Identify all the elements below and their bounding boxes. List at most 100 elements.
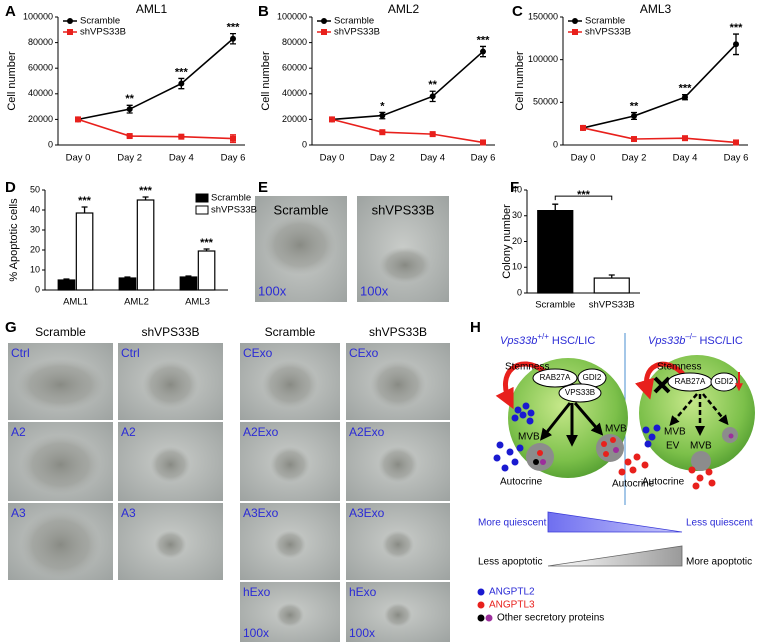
y-axis-label: Colony number [501,204,513,279]
significance: ** [630,100,639,112]
bar [197,250,216,291]
legend-dot [477,601,485,609]
image-label: A2 [11,425,26,439]
legend-label: Scramble [334,16,374,27]
panel-letter: E [258,179,268,196]
significance: *** [679,83,693,95]
chart-title: AML2 [388,2,420,16]
y-tick-label: 0 [35,284,40,294]
bar [136,199,155,291]
column-header: Scramble [35,325,86,339]
apoptosis-wedge [547,545,683,567]
chart-title: AML1 [136,2,168,16]
x-tick-label: Day 4 [169,153,194,164]
image-label: A3 [121,506,136,520]
legend-marker [321,18,327,24]
diagram-title: Vps33b+/+ HSC/LIC [500,332,595,347]
legend-label: shVPS33B [334,27,380,38]
y-tick-label: 50000 [533,97,558,107]
error-bar [203,248,210,251]
y-tick-label: 80000 [282,37,307,47]
error-bar [552,203,559,211]
x-tick-label: Day 2 [117,153,142,164]
marker [379,112,386,119]
gradient-label: More quiescent [478,518,547,529]
x-tick-label: Day 4 [673,153,698,164]
cell-diagram-left [493,358,649,478]
image-label: A3Exo [243,506,279,520]
y-tick-label: 20 [512,236,522,246]
marker [329,116,335,123]
series-line [331,50,484,121]
y-axis-label: Cell number [260,51,272,111]
marker [682,94,688,101]
gradient-label: Less apoptotic [478,557,543,568]
legend-marker [321,29,327,35]
bar [537,210,574,294]
legend-marker [572,29,578,35]
y-tick-label: 20000 [282,114,307,124]
error-bar [81,206,88,213]
diagram-title: Vps33b–/– HSC/LIC [648,332,743,347]
error-bar [124,276,131,278]
marker [631,112,637,119]
legend-label: Scramble [211,193,251,204]
legend-swatch [195,193,209,203]
y-axis-label: % Apoptotic cells [8,198,20,282]
marker [429,131,436,138]
significance: *** [477,34,491,46]
diagram-label: Autocrine [612,479,655,490]
colony [262,360,318,409]
marker [379,129,386,136]
y-tick-label: 20 [30,244,40,254]
series-line [331,118,484,144]
magnification: 100x [243,626,269,640]
colony [142,360,199,409]
bar [75,212,94,291]
chart-title: AML3 [640,2,672,16]
x-tick-label: Day 0 [571,153,596,164]
colony [378,446,418,483]
marker [480,48,486,55]
x-tick-label: Day 6 [471,153,496,164]
gene: Vps33b [500,335,537,347]
diagram-label: EV [666,441,680,452]
significance: *** [139,185,153,197]
marker [230,135,236,142]
magnification: 100x [258,283,287,298]
panel-letter: D [5,179,16,196]
x-tick-label: AML3 [185,297,210,308]
marker [733,139,739,146]
significance: ** [428,79,437,91]
colony [16,358,105,411]
x-tick-label: Day 2 [370,153,395,164]
magnification: 100x [349,626,375,640]
significance: *** [200,237,214,249]
significance: *** [175,66,189,78]
image-label: hExo [349,585,377,599]
colony [154,530,187,559]
image-label: Scramble [274,202,329,217]
x-tick-label: AML1 [63,297,88,308]
quiescence-wedge [547,511,683,533]
legend-label: ANGPTL3 [489,600,535,611]
series-line [77,118,234,140]
protein: GDI2 [715,377,734,386]
bar [593,277,630,294]
panel-letter: F [510,179,519,196]
legend-label: Other secretory proteins [497,613,604,624]
legend-dot [477,588,485,596]
diagram-label: Autocrine [500,477,543,488]
image-label: hExo [243,585,271,599]
diagram-label: MVB [518,432,540,443]
significance-bracket [554,195,613,201]
y-tick-label: 10 [30,264,40,274]
marker [631,136,637,143]
column-header: Scramble [265,325,316,339]
image-label: A3Exo [349,506,385,520]
y-tick-label: 60000 [282,63,307,73]
image-label: A2Exo [243,425,279,439]
colony [274,530,306,559]
